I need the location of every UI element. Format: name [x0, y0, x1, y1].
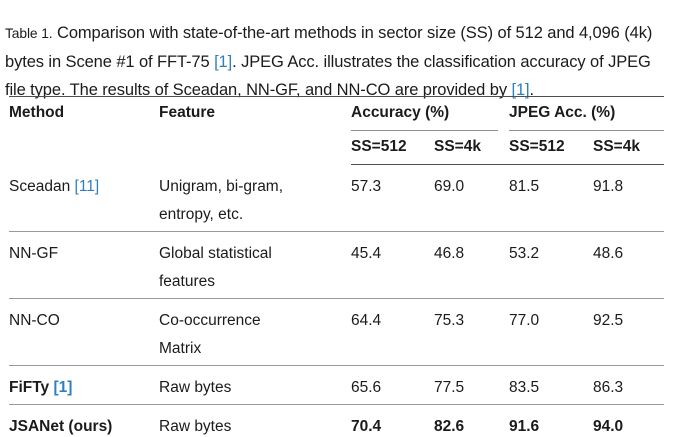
citation-link[interactable]: [1] [53, 378, 73, 396]
caption-text-3: . [529, 80, 535, 99]
feature-cell: Raw bytes [159, 404, 351, 437]
value-jpeg-ss4k: 94.0 [593, 404, 664, 437]
citation-link[interactable]: [11] [74, 177, 100, 195]
method-cell: JSANet (ours) [9, 404, 159, 437]
method-cell: NN-CO [9, 298, 159, 366]
method-cell: Sceadan [11] [9, 164, 159, 232]
header-sub-row: SS=512 SS=4k SS=512 SS=4k [9, 131, 664, 165]
method-name: NN-CO [9, 311, 60, 329]
value-acc-ss512: 70.4 [351, 404, 434, 437]
value-acc-ss512: 65.6 [351, 365, 434, 405]
col-header-jpeg-ss4k: SS=4k [593, 131, 664, 165]
col-header-feature: Feature [159, 104, 215, 121]
caption-text-1: Comparison with state-of-the-art methods… [5, 23, 653, 71]
value-acc-ss512: 57.3 [351, 164, 434, 232]
value-acc-ss4k: 77.5 [434, 365, 509, 405]
table-caption-label: Table 1. [5, 25, 53, 41]
value-acc-ss4k: 75.3 [434, 298, 509, 366]
value-jpeg-ss512: 91.6 [509, 404, 593, 437]
method-cell: NN-GF [9, 231, 159, 299]
method-name: JSANet (ours) [9, 417, 113, 435]
table-row-nngf: NN-GF Global statistical features 45.4 4… [9, 231, 664, 299]
value-jpeg-ss512: 81.5 [509, 164, 593, 232]
method-cell: FiFTy [1] [9, 365, 159, 405]
col-group-jpeg: JPEG Acc. (%) [509, 97, 664, 131]
value-acc-ss512: 64.4 [351, 298, 434, 366]
col-header-jpeg-ss512: SS=512 [509, 131, 593, 165]
col-header-method: Method [9, 104, 65, 121]
table-row-jsanet: JSANet (ours) Raw bytes 70.4 82.6 91.6 9… [9, 404, 664, 437]
value-acc-ss4k: 69.0 [434, 164, 509, 232]
citation-link-1[interactable]: [1] [214, 52, 233, 71]
value-jpeg-ss4k: 48.6 [593, 231, 664, 299]
table-row-sceadan: Sceadan [11] Unigram, bi-gram, entropy, … [9, 164, 664, 232]
jpeg-group-rule [509, 130, 664, 131]
col-header-acc-ss512: SS=512 [351, 131, 434, 165]
header-group-row: Method Feature Accuracy (%) JPEG Acc. (%… [9, 97, 664, 131]
value-acc-ss4k: 82.6 [434, 404, 509, 437]
value-jpeg-ss512: 77.0 [509, 298, 593, 366]
value-jpeg-ss4k: 92.5 [593, 298, 664, 366]
accuracy-group-rule [351, 130, 498, 131]
feature-cell: Unigram, bi-gram, entropy, etc. [159, 164, 351, 232]
value-acc-ss512: 45.4 [351, 231, 434, 299]
value-jpeg-ss512: 53.2 [509, 231, 593, 299]
table-row-fifty: FiFTy [1] Raw bytes 65.6 77.5 83.5 86.3 [9, 365, 664, 405]
feature-cell: Global statistical features [159, 231, 351, 299]
method-name: FiFTy [9, 378, 50, 396]
col-group-jpeg-label: JPEG Acc. (%) [509, 104, 616, 121]
feature-cell: Co-occurrence Matrix [159, 298, 351, 366]
citation-link-2[interactable]: [1] [511, 80, 530, 99]
col-group-accuracy: Accuracy (%) [351, 97, 509, 131]
results-table: Method Feature Accuracy (%) JPEG Acc. (%… [9, 96, 664, 437]
col-group-accuracy-label: Accuracy (%) [351, 104, 450, 121]
value-jpeg-ss4k: 91.8 [593, 164, 664, 232]
feature-cell: Raw bytes [159, 365, 351, 405]
table-row-nnco: NN-CO Co-occurrence Matrix 64.4 75.3 77.… [9, 298, 664, 366]
method-name: Sceadan [9, 177, 71, 195]
value-jpeg-ss4k: 86.3 [593, 365, 664, 405]
col-header-acc-ss4k: SS=4k [434, 131, 509, 165]
caption-text-2: . JPEG Acc. illustrates the classificati… [5, 52, 651, 99]
table-caption: Table 1. Comparison with state-of-the-ar… [5, 19, 667, 104]
value-acc-ss4k: 46.8 [434, 231, 509, 299]
method-name: NN-GF [9, 244, 59, 262]
value-jpeg-ss512: 83.5 [509, 365, 593, 405]
